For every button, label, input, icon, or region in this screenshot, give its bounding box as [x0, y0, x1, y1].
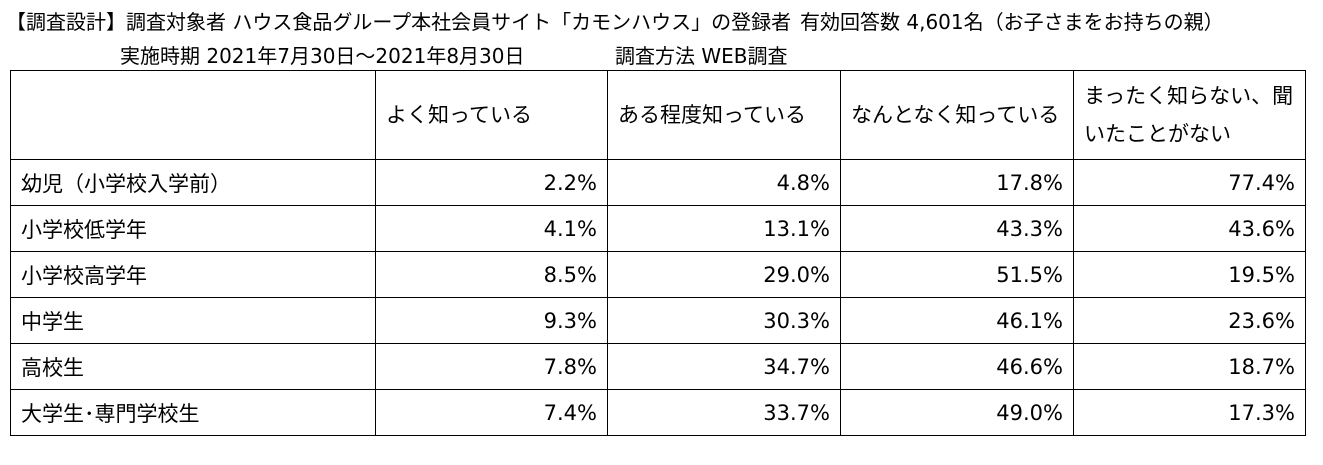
value-cell: 43.3% — [840, 205, 1074, 252]
header-text: 実施時期 2021年7月30日～2021年8月30日 — [120, 44, 525, 68]
table-row: 小学校低学年 4.1% 13.1% 43.3% 43.6% — [10, 205, 1306, 252]
value-cell: 19.5% — [1073, 251, 1306, 298]
value-cell: 49.0% — [840, 389, 1074, 436]
value-cell: 4.1% — [375, 205, 608, 252]
value-cell: 51.5% — [840, 251, 1074, 298]
header-text: 有効回答数 4,601名（お子さまをお持ちの親） — [800, 10, 1224, 34]
value-cell: 17.8% — [840, 159, 1074, 206]
value-cell: 8.5% — [375, 251, 608, 298]
row-label: 小学校高学年 — [10, 251, 376, 298]
value-cell: 4.8% — [607, 159, 841, 206]
value-cell: 18.7% — [1073, 343, 1306, 390]
value-cell: 9.3% — [375, 297, 608, 344]
value-cell: 7.8% — [375, 343, 608, 390]
value-cell: 7.4% — [375, 389, 608, 436]
column-header: ある程度知っている — [607, 70, 841, 160]
header-text: 【調査設計】調査対象者 ハウス食品グループ本社会員サイト「カモンハウス」の登録者 — [6, 10, 792, 34]
survey-table: よく知っている ある程度知っている なんとなく知っている まったく知らない、聞いたこと… — [10, 70, 1306, 436]
row-label: 大学生･専門学校生 — [10, 389, 376, 436]
table-row: 中学生 9.3% 30.3% 46.1% 23.6% — [10, 297, 1306, 344]
table-row: 幼児（小学校入学前） 2.2% 4.8% 17.8% 77.4% — [10, 159, 1306, 206]
value-cell: 34.7% — [607, 343, 841, 390]
value-cell: 33.7% — [607, 389, 841, 436]
value-cell: 77.4% — [1073, 159, 1306, 206]
header-row: よく知っている ある程度知っている なんとなく知っている まったく知らない、聞いたこと… — [10, 70, 1306, 160]
value-cell: 46.6% — [840, 343, 1074, 390]
table-row: 大学生･専門学校生 7.4% 33.7% 49.0% 17.3% — [10, 389, 1306, 436]
column-header: よく知っている — [375, 70, 608, 160]
value-cell: 29.0% — [607, 251, 841, 298]
row-label: 幼児（小学校入学前） — [10, 159, 376, 206]
header-text: 調査方法 WEB調査 — [615, 44, 788, 68]
value-cell: 2.2% — [375, 159, 608, 206]
value-cell: 23.6% — [1073, 297, 1306, 344]
value-cell: 13.1% — [607, 205, 841, 252]
value-cell: 46.1% — [840, 297, 1074, 344]
row-label: 高校生 — [10, 343, 376, 390]
column-header: まったく知らない、聞いたことがない — [1073, 70, 1306, 160]
value-cell: 30.3% — [607, 297, 841, 344]
table-row: 高校生 7.8% 34.7% 46.6% 18.7% — [10, 343, 1306, 390]
value-cell: 43.6% — [1073, 205, 1306, 252]
row-label: 小学校低学年 — [10, 205, 376, 252]
value-cell: 17.3% — [1073, 389, 1306, 436]
table-row: 小学校高学年 8.5% 29.0% 51.5% 19.5% — [10, 251, 1306, 298]
row-label: 中学生 — [10, 297, 376, 344]
table-body: 幼児（小学校入学前） 2.2% 4.8% 17.8% 77.4% 小学校低学年 4.1% 13… — [10, 159, 1306, 436]
column-header: なんとなく知っている — [840, 70, 1074, 160]
corner-cell — [10, 70, 376, 160]
